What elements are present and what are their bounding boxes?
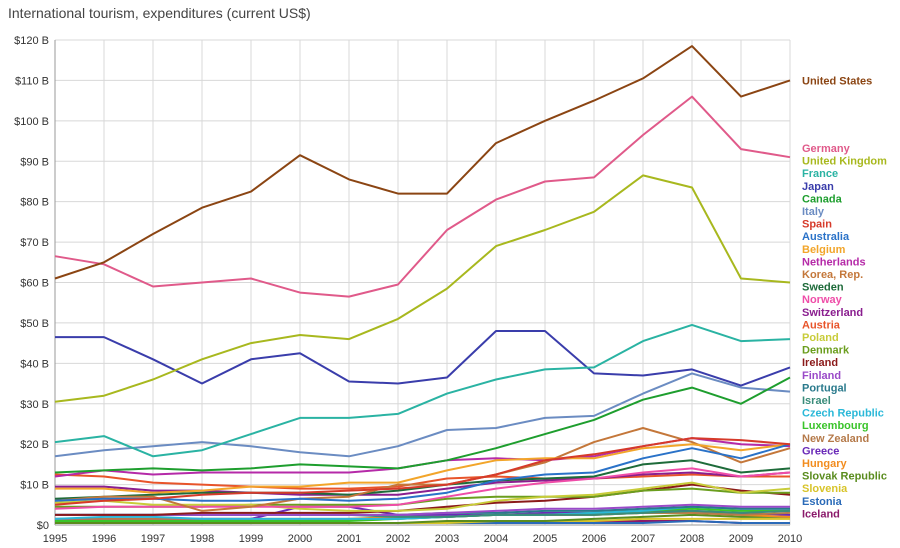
series-line: [54, 473, 790, 490]
x-tick-label: 2008: [680, 533, 704, 545]
legend-label: France: [802, 168, 838, 180]
series-line: [54, 174, 791, 403]
legend-label: Luxembourg: [802, 420, 869, 432]
legend-label: Ireland: [802, 357, 838, 369]
legend-label: Finland: [802, 370, 841, 382]
y-tick-label: $80 B: [20, 197, 49, 209]
x-tick-label: 2000: [288, 533, 312, 545]
legend-label: New Zealand: [802, 433, 869, 445]
legend-label: Estonia: [802, 496, 843, 508]
legend-label: Israel: [802, 395, 831, 407]
x-tick-label: 2010: [778, 533, 802, 545]
legend-label: Canada: [802, 193, 843, 205]
y-tick-label: $30 B: [20, 399, 49, 411]
legend-label: Netherlands: [802, 256, 866, 268]
x-tick-label: 2007: [631, 533, 655, 545]
x-tick-label: 2003: [435, 533, 459, 545]
x-tick-label: 1995: [43, 533, 67, 545]
y-tick-label: $100 B: [14, 116, 49, 128]
series-line: [54, 376, 791, 474]
series-line: [54, 437, 791, 506]
legend-label: Slovenia: [802, 483, 848, 495]
x-tick-label: 2004: [484, 533, 508, 545]
legend-label: Australia: [802, 231, 850, 243]
series-line: [54, 45, 791, 280]
y-tick-label: $70 B: [20, 237, 49, 249]
x-tick-label: 1998: [190, 533, 214, 545]
legend-label: Belgium: [802, 244, 846, 256]
series-line: [54, 467, 791, 510]
x-tick-label: 2006: [582, 533, 606, 545]
series-line: [54, 372, 791, 458]
series-line: [55, 471, 791, 496]
legend-label: Norway: [802, 294, 843, 306]
legend-label: Czech Republic: [802, 408, 884, 420]
series-line: [54, 427, 791, 512]
legend-label: United States: [802, 75, 872, 87]
legend-label: Greece: [802, 445, 839, 457]
legend-label: Italy: [802, 206, 825, 218]
legend-label: Germany: [802, 143, 851, 155]
y-tick-label: $40 B: [20, 358, 49, 370]
series-line: [55, 330, 791, 387]
y-tick-label: $10 B: [20, 480, 49, 492]
legend-label: Sweden: [802, 282, 844, 294]
x-tick-label: 2002: [386, 533, 410, 545]
legend-label: Hungary: [802, 458, 848, 470]
x-tick-label: 2005: [533, 533, 557, 545]
y-tick-label: $20 B: [20, 439, 49, 451]
x-tick-label: 2009: [729, 533, 753, 545]
legend-label: Poland: [802, 332, 839, 344]
y-tick-label: $60 B: [20, 278, 49, 290]
legend-label: Austria: [802, 319, 841, 331]
legend-label: Korea, Rep.: [802, 269, 863, 281]
series-line: [54, 95, 791, 298]
x-tick-label: 1997: [141, 533, 165, 545]
legend-label: Slovak Republic: [802, 471, 887, 483]
y-tick-label: $110 B: [15, 75, 49, 87]
legend-label: Denmark: [802, 345, 850, 357]
chart-title: International tourism, expenditures (cur…: [8, 5, 311, 21]
y-tick-label: $90 B: [20, 156, 49, 168]
series-line: [55, 513, 790, 524]
series-line: [55, 443, 791, 494]
legend-label: Japan: [802, 181, 834, 193]
legend-label: United Kingdom: [802, 156, 887, 168]
y-tick-label: $120 B: [14, 35, 49, 47]
y-tick-label: $0: [37, 520, 49, 532]
legend-label: Switzerland: [802, 307, 863, 319]
x-tick-label: 1996: [92, 533, 116, 545]
series-line: [54, 443, 791, 502]
y-tick-label: $50 B: [20, 318, 49, 330]
series-line: [54, 323, 791, 458]
x-tick-label: 1999: [239, 533, 263, 545]
legend-label: Portugal: [802, 382, 847, 394]
x-tick-label: 2001: [337, 533, 361, 545]
legend-label: Iceland: [802, 508, 840, 520]
legend-label: Spain: [802, 219, 832, 231]
